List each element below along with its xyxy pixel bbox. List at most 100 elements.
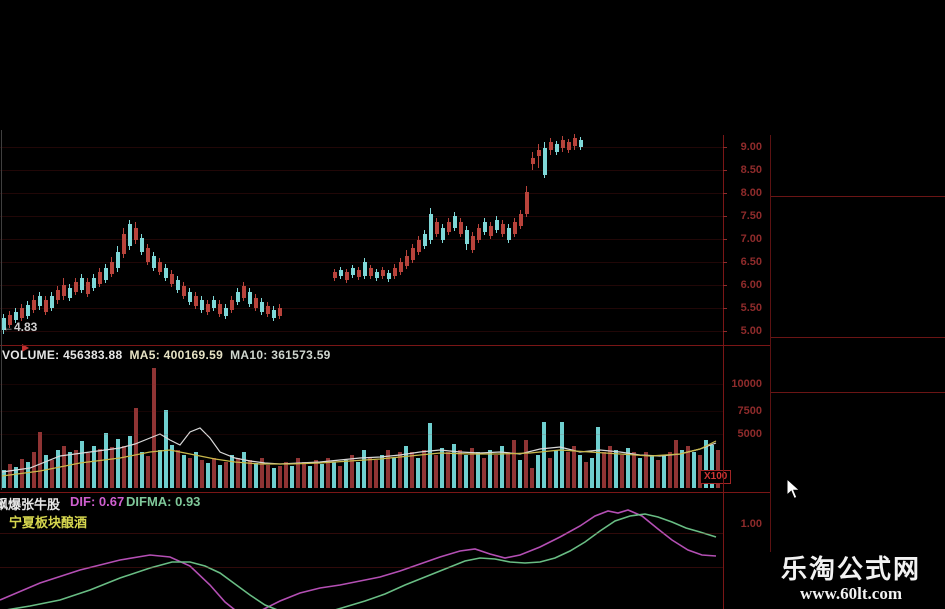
volume-bar	[368, 458, 372, 488]
volume-bar	[314, 460, 318, 488]
candlestick	[104, 268, 108, 280]
candlestick	[513, 222, 517, 234]
price-axis-label: 8.50	[740, 164, 762, 176]
volume-bar	[692, 452, 696, 488]
candlestick	[351, 268, 355, 275]
volume-bar	[152, 368, 156, 488]
volume-bar	[146, 456, 150, 488]
candlestick	[188, 292, 192, 302]
volume-bar	[326, 458, 330, 488]
volume-bar	[410, 452, 414, 488]
indicator-pane[interactable]	[0, 493, 723, 609]
price-axis-tick	[723, 147, 727, 148]
indicator-difma-value: DIFMA: 0.93	[126, 494, 201, 509]
candlestick	[224, 308, 228, 316]
volume-bar	[194, 452, 198, 488]
volume-bar	[158, 450, 162, 488]
price-axis-label: 5.00	[740, 325, 762, 337]
price-axis-label: 6.50	[740, 256, 762, 268]
candlestick	[369, 268, 373, 276]
price-gridline	[0, 193, 723, 194]
candlestick	[38, 296, 42, 306]
volume-bar	[632, 452, 636, 488]
indicator-axis-label: 1.00	[740, 518, 762, 530]
candlestick	[254, 298, 258, 308]
volume-bar	[518, 460, 522, 488]
volume-bar	[44, 455, 48, 488]
volume-bar	[302, 462, 306, 488]
candlestick	[507, 228, 511, 240]
volume-bar	[254, 463, 258, 488]
volume-ma5-label: MA5: 400169.59	[129, 348, 224, 362]
volume-bar	[116, 439, 120, 488]
volume-bar	[548, 458, 552, 488]
volume-bar	[272, 468, 276, 488]
volume-bar	[176, 450, 180, 488]
candlestick-pane[interactable]	[0, 0, 723, 345]
volume-bar	[140, 452, 144, 488]
candlestick	[561, 140, 565, 148]
candlestick	[333, 272, 337, 278]
candlestick	[164, 268, 168, 278]
candlestick	[357, 270, 361, 277]
candlestick	[519, 214, 523, 226]
volume-bar	[602, 452, 606, 488]
pane-marker-icon	[22, 344, 29, 352]
volume-bar	[56, 450, 60, 488]
volume-bar	[8, 464, 12, 488]
price-tag-label: ←4.83	[2, 320, 38, 334]
candlestick	[182, 286, 186, 296]
candlestick	[447, 222, 451, 232]
candlestick	[86, 282, 90, 294]
candlestick	[2, 318, 6, 330]
price-axis-label: 7.00	[740, 233, 762, 245]
candlestick	[110, 262, 114, 274]
volume-bar	[332, 462, 336, 488]
candlestick	[459, 222, 463, 234]
volume-bar	[374, 460, 378, 488]
candlestick	[501, 224, 505, 234]
candlestick	[537, 150, 541, 156]
volume-bar	[644, 452, 648, 488]
candlestick	[363, 262, 367, 276]
candlestick	[423, 234, 427, 246]
volume-bar	[170, 445, 174, 488]
volume-bar	[656, 460, 660, 488]
candlestick	[399, 262, 403, 272]
candlestick	[62, 285, 66, 296]
volume-bar	[500, 446, 504, 488]
volume-bar	[290, 466, 294, 488]
volume-bar	[188, 458, 192, 488]
candlestick	[242, 286, 246, 298]
volume-bar	[182, 455, 186, 488]
volume-bar	[662, 455, 666, 488]
volume-bar	[206, 463, 210, 488]
candlestick	[206, 304, 210, 312]
candlestick	[393, 268, 397, 276]
candlestick	[465, 230, 469, 244]
volume-bar	[512, 440, 516, 488]
volume-pane[interactable]	[0, 346, 723, 492]
indicator-dif-value: DIF: 0.67	[70, 494, 125, 509]
price-gridline	[0, 216, 723, 217]
price-axis-tick	[723, 239, 727, 240]
volume-bar	[428, 423, 432, 488]
candlestick	[549, 142, 553, 150]
volume-bar	[38, 432, 42, 488]
candlestick	[56, 290, 60, 300]
sidebar-separator	[771, 337, 945, 338]
candlestick	[176, 280, 180, 290]
volume-bar	[590, 458, 594, 488]
volume-bar	[440, 448, 444, 488]
price-axis-tick	[723, 216, 727, 217]
volume-unit-toggle[interactable]: X100	[700, 470, 732, 484]
candlestick	[525, 192, 529, 214]
candlestick	[98, 272, 102, 284]
candlestick	[375, 272, 379, 278]
candlestick	[200, 300, 204, 310]
volume-bar	[584, 462, 588, 488]
volume-bar	[236, 458, 240, 488]
volume-bar	[446, 452, 450, 488]
volume-bar	[242, 452, 246, 488]
watermark: 乐淘公式网 www.60lt.com	[757, 552, 945, 609]
